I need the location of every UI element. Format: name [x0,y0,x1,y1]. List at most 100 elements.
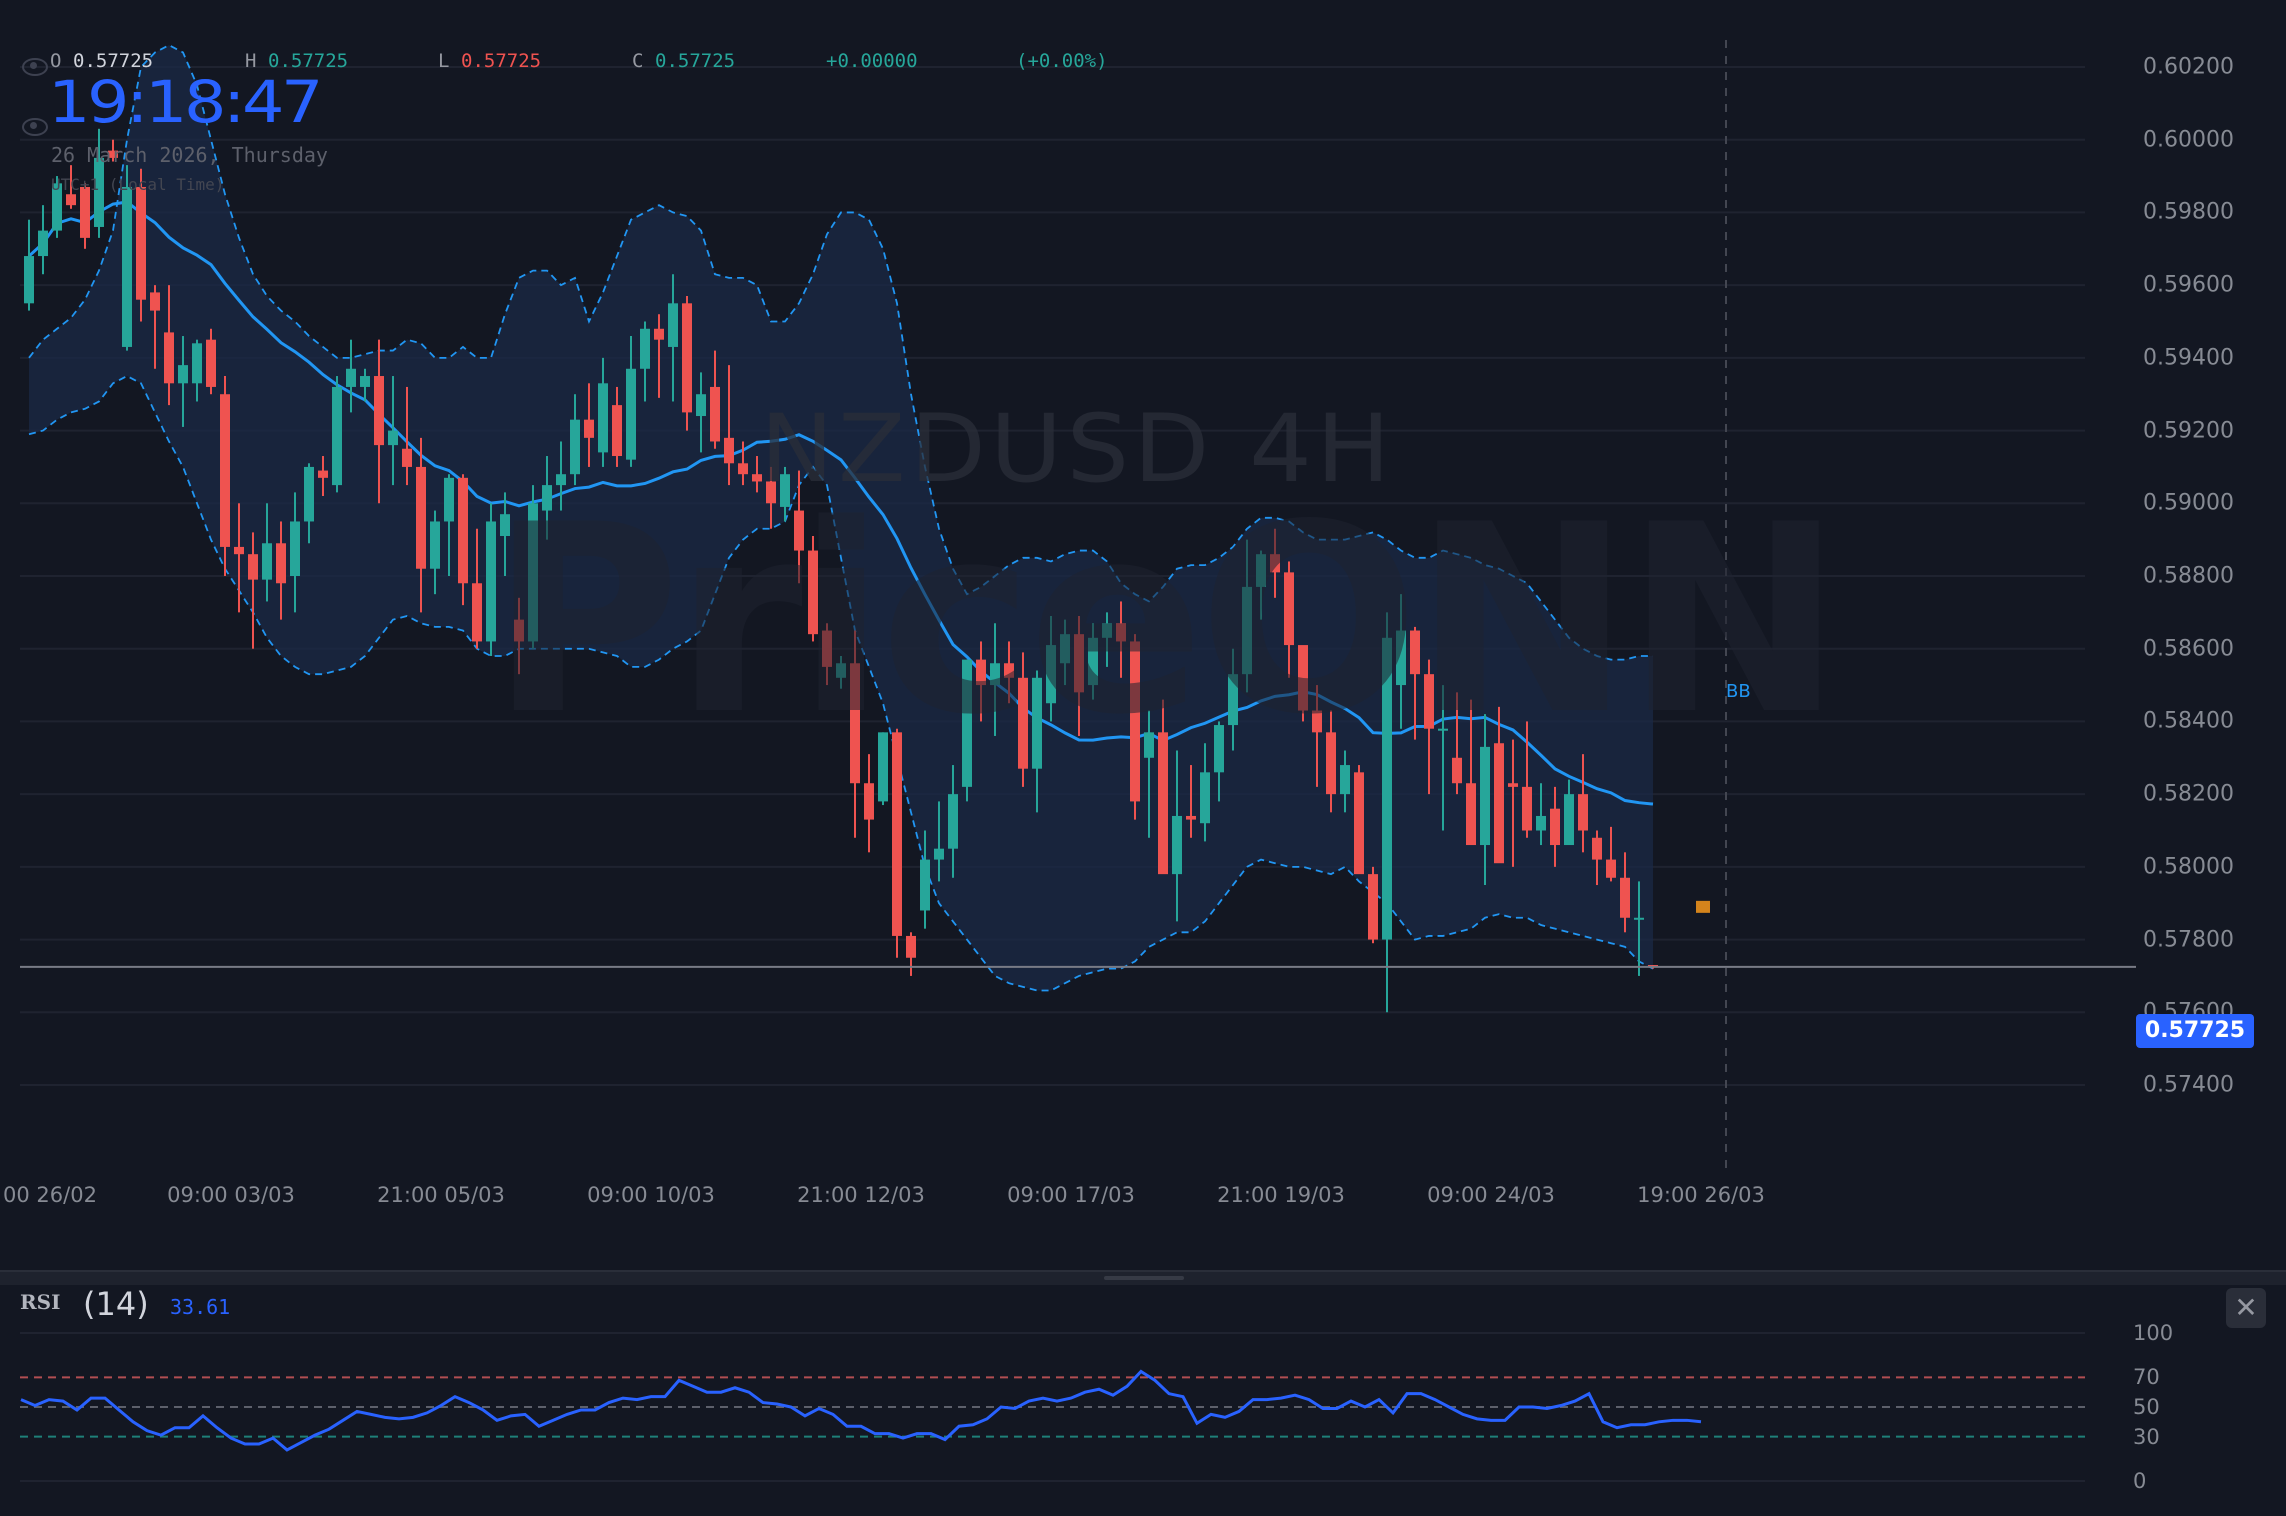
candle[interactable] [612,386,622,467]
candle[interactable] [430,510,440,595]
candle[interactable] [150,285,160,369]
candle[interactable] [584,383,594,467]
candle[interactable] [108,139,118,162]
candle[interactable] [976,641,986,722]
candle[interactable] [1256,550,1266,620]
candle[interactable] [1298,645,1308,722]
candle[interactable] [1326,710,1336,813]
candle[interactable] [136,168,146,322]
candle[interactable] [738,441,748,486]
candle[interactable] [1130,634,1140,820]
candle[interactable] [906,932,916,976]
candle[interactable] [206,328,216,395]
candle[interactable] [990,623,1000,736]
candle[interactable] [934,801,944,882]
candle[interactable] [836,655,846,689]
candle[interactable] [1018,652,1028,787]
candle[interactable] [640,321,650,402]
candle[interactable] [794,470,804,584]
candle[interactable] [1606,826,1616,882]
candle[interactable] [682,296,692,431]
pane-resize-handle[interactable] [1104,1276,1184,1280]
candle[interactable] [542,456,552,540]
candle[interactable] [1592,830,1602,886]
candle[interactable] [1382,612,1392,1013]
candle[interactable] [178,336,188,427]
candle[interactable] [234,503,244,613]
candle[interactable] [1550,786,1560,867]
candle[interactable] [1634,881,1644,976]
candle[interactable] [514,597,524,675]
candle[interactable] [374,339,384,504]
candle[interactable] [864,754,874,853]
candle[interactable] [1200,743,1210,842]
candle[interactable] [458,474,468,606]
candle[interactable] [920,830,930,929]
candle[interactable] [1312,685,1322,787]
candle[interactable] [416,437,426,613]
candle[interactable] [24,219,34,311]
eye-icon[interactable] [22,58,48,76]
candle[interactable] [850,630,860,838]
candle[interactable] [724,365,734,486]
candle[interactable] [402,386,412,486]
close-icon[interactable]: ✕ [2226,1288,2266,1328]
candle[interactable] [192,339,202,402]
candle[interactable] [1228,648,1238,751]
candle[interactable] [752,456,762,493]
candle[interactable] [486,503,496,656]
candle[interactable] [248,532,258,649]
candle[interactable] [94,128,104,238]
candle[interactable] [122,165,132,351]
candle[interactable] [570,394,580,486]
candle[interactable] [1186,765,1196,838]
candle[interactable] [1494,706,1504,864]
candle[interactable] [1536,783,1546,846]
candle[interactable] [444,474,454,576]
candle[interactable] [500,492,510,576]
candle[interactable] [1452,692,1462,795]
candle[interactable] [1046,615,1056,722]
candle[interactable] [822,623,832,686]
candle[interactable] [164,285,174,406]
candle[interactable] [1578,754,1588,853]
candle[interactable] [528,485,538,649]
candle[interactable] [1410,626,1420,740]
candle[interactable] [780,466,790,522]
candle[interactable] [1172,750,1182,922]
candle[interactable] [1340,750,1350,813]
candle[interactable] [1522,721,1532,838]
candle[interactable] [220,376,230,576]
candle[interactable] [1424,659,1434,795]
candle[interactable] [304,463,314,544]
candle[interactable] [276,521,286,620]
candle[interactable] [1032,670,1042,813]
candle[interactable] [1354,765,1364,875]
candle[interactable] [38,205,48,275]
candle[interactable] [290,492,300,613]
candle[interactable] [360,368,370,402]
candle[interactable] [262,503,272,602]
candle[interactable] [962,659,972,802]
candle[interactable] [1102,612,1112,667]
candle[interactable] [1396,594,1406,729]
candle[interactable] [80,183,90,249]
candlesticks[interactable] [24,128,1658,1013]
candle[interactable] [598,357,608,467]
candle[interactable] [388,376,398,486]
candle[interactable] [1480,714,1490,886]
candle[interactable] [1060,619,1070,686]
candle[interactable] [668,274,678,402]
candle[interactable] [1144,710,1154,838]
candle[interactable] [346,339,356,413]
candle[interactable] [1004,641,1014,704]
candle[interactable] [318,456,328,497]
candle[interactable] [1438,685,1448,831]
candle[interactable] [66,165,76,209]
candle[interactable] [1214,721,1224,802]
candle[interactable] [1270,528,1280,598]
candle[interactable] [1508,739,1518,867]
candle[interactable] [1074,615,1084,736]
candle[interactable] [696,372,706,453]
